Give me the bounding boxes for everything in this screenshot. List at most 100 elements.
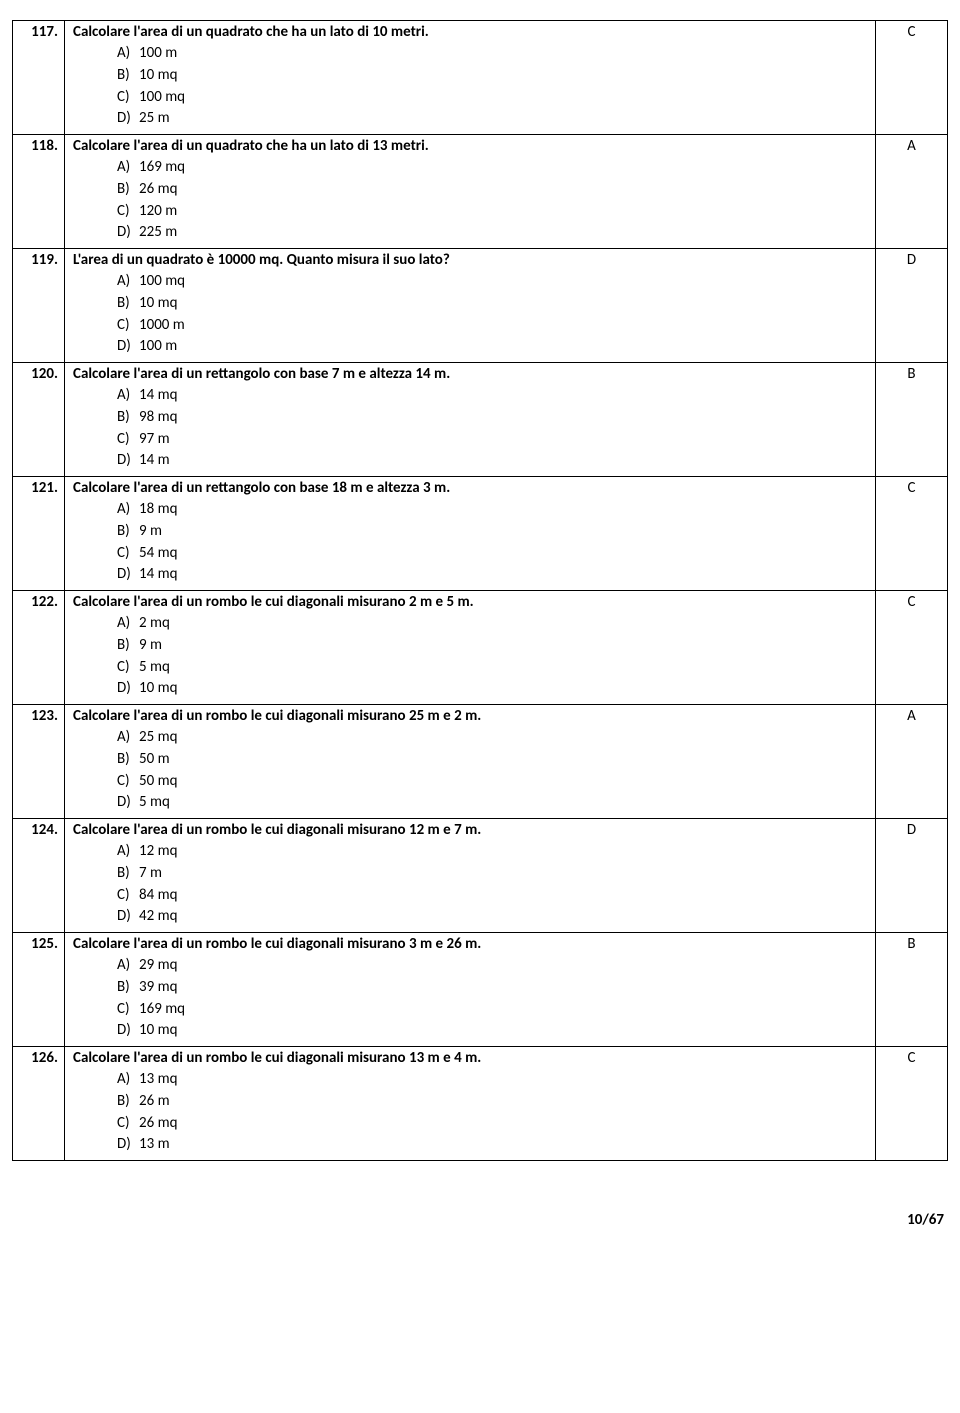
option-label: D) bbox=[117, 906, 139, 928]
option-label: A) bbox=[117, 43, 139, 65]
option-text: 120 m bbox=[139, 202, 177, 220]
option-text: 14 m bbox=[139, 451, 170, 469]
option-item: A)13 mq bbox=[117, 1069, 869, 1091]
options-list: A)13 mqB)26 mC)26 mq D)13 m bbox=[71, 1069, 869, 1156]
option-label: D) bbox=[117, 564, 139, 586]
option-label: C) bbox=[117, 657, 139, 679]
option-item: D)10 mq bbox=[117, 1020, 869, 1042]
option-text: 5 mq bbox=[139, 793, 170, 811]
option-label: D) bbox=[117, 1134, 139, 1156]
option-item: C)120 m bbox=[117, 201, 869, 223]
option-item: D)13 m bbox=[117, 1134, 869, 1156]
question-text: Calcolare l'area di un quadrato che ha u… bbox=[71, 23, 869, 41]
question-row: 120.Calcolare l'area di un rettangolo co… bbox=[13, 363, 948, 477]
option-text: 39 mq bbox=[139, 978, 177, 996]
option-label: B) bbox=[117, 749, 139, 771]
question-body: Calcolare l'area di un rettangolo con ba… bbox=[65, 363, 876, 477]
option-item: B)10 mq bbox=[117, 293, 869, 315]
option-text: 100 m bbox=[139, 44, 177, 62]
option-label: B) bbox=[117, 179, 139, 201]
option-label: B) bbox=[117, 521, 139, 543]
question-number: 121. bbox=[13, 477, 65, 591]
question-body: Calcolare l'area di un rettangolo con ba… bbox=[65, 477, 876, 591]
option-label: A) bbox=[117, 1069, 139, 1091]
options-list: A)18 mqB)9 mC)54 mqD)14 mq bbox=[71, 499, 869, 586]
option-text: 100 mq bbox=[139, 88, 185, 106]
option-text: 97 m bbox=[139, 430, 170, 448]
option-item: B)39 mq bbox=[117, 977, 869, 999]
question-number: 126. bbox=[13, 1047, 65, 1161]
option-item: A)2 mq bbox=[117, 613, 869, 635]
answer-cell: B bbox=[876, 933, 948, 1047]
option-text: 1000 m bbox=[139, 316, 185, 334]
question-row: 125.Calcolare l'area di un rombo le cui … bbox=[13, 933, 948, 1047]
option-text: 10 mq bbox=[139, 679, 177, 697]
option-text: 225 m bbox=[139, 223, 177, 241]
option-label: D) bbox=[117, 678, 139, 700]
option-label: D) bbox=[117, 1020, 139, 1042]
option-text: 50 m bbox=[139, 750, 170, 768]
option-item: B)9 m bbox=[117, 521, 869, 543]
question-body: Calcolare l'area di un rombo le cui diag… bbox=[65, 591, 876, 705]
option-item: D)42 mq bbox=[117, 906, 869, 928]
options-list: A)100 mq B)10 mqC)1000 mD)100 m bbox=[71, 271, 869, 358]
option-text: 5 mq bbox=[139, 658, 170, 676]
option-item: B)26 m bbox=[117, 1091, 869, 1113]
question-text: Calcolare l'area di un rombo le cui diag… bbox=[71, 821, 869, 839]
option-text: 25 m bbox=[139, 109, 170, 127]
question-number: 124. bbox=[13, 819, 65, 933]
question-row: 121. Calcolare l'area di un rettangolo co… bbox=[13, 477, 948, 591]
option-label: B) bbox=[117, 977, 139, 999]
option-item: C)1000 m bbox=[117, 315, 869, 337]
option-label: A) bbox=[117, 955, 139, 977]
option-label: D) bbox=[117, 336, 139, 358]
option-item: A)14 mq bbox=[117, 385, 869, 407]
option-label: D) bbox=[117, 222, 139, 244]
option-item: C)50 mq bbox=[117, 771, 869, 793]
question-body: Calcolare l'area di un quadrato che ha u… bbox=[65, 21, 876, 135]
option-label: B) bbox=[117, 1091, 139, 1113]
question-row: 123.Calcolare l'area di un rombo le cui … bbox=[13, 705, 948, 819]
option-item: A)100 m bbox=[117, 43, 869, 65]
option-text: 100 mq bbox=[139, 272, 185, 290]
option-label: D) bbox=[117, 450, 139, 472]
question-row: 126. Calcolare l'area di un rombo le cui … bbox=[13, 1047, 948, 1161]
options-list: A)25 mqB)50 mC)50 mqD)5 mq bbox=[71, 727, 869, 814]
question-number: 117. bbox=[13, 21, 65, 135]
option-label: C) bbox=[117, 999, 139, 1021]
option-label: A) bbox=[117, 613, 139, 635]
option-text: 98 mq bbox=[139, 408, 177, 426]
option-label: B) bbox=[117, 635, 139, 657]
options-list: A)14 mqB)98 mqC)97 mD)14 m bbox=[71, 385, 869, 472]
question-body: Calcolare l'area di un rombo le cui diag… bbox=[65, 705, 876, 819]
question-text: Calcolare l'area di un rettangolo con ba… bbox=[71, 365, 869, 383]
question-text: Calcolare l'area di un rombo le cui diag… bbox=[71, 1049, 869, 1067]
option-text: 169 mq bbox=[139, 158, 185, 176]
option-text: 25 mq bbox=[139, 728, 177, 746]
option-text: 26 m bbox=[139, 1092, 170, 1110]
question-number: 122. bbox=[13, 591, 65, 705]
option-item: B)10 mq bbox=[117, 65, 869, 87]
option-item: C)5 mq bbox=[117, 657, 869, 679]
question-row: 122.Calcolare l'area di un rombo le cui … bbox=[13, 591, 948, 705]
option-text: 169 mq bbox=[139, 1000, 185, 1018]
answer-cell: C bbox=[876, 477, 948, 591]
option-text: 54 mq bbox=[139, 544, 177, 562]
options-list: A)169 mqB)26 mqC)120 mD)225 m bbox=[71, 157, 869, 244]
option-text: 14 mq bbox=[139, 565, 177, 583]
question-body: L'area di un quadrato è 10000 mq. Quanto… bbox=[65, 249, 876, 363]
question-text: Calcolare l'area di un rombo le cui diag… bbox=[71, 707, 869, 725]
questions-table: 117. Calcolare l'area di un quadrato che … bbox=[12, 20, 948, 1161]
page-number: 10/67 bbox=[12, 1211, 948, 1229]
option-label: B) bbox=[117, 407, 139, 429]
question-number: 125. bbox=[13, 933, 65, 1047]
option-label: A) bbox=[117, 271, 139, 293]
option-label: C) bbox=[117, 1113, 139, 1135]
option-text: 2 mq bbox=[139, 614, 170, 632]
option-label: B) bbox=[117, 65, 139, 87]
option-text: 100 m bbox=[139, 337, 177, 355]
option-text: 26 mq bbox=[139, 1114, 177, 1132]
option-text: 10 mq bbox=[139, 294, 177, 312]
question-text: Calcolare l'area di un rettangolo con ba… bbox=[71, 479, 869, 497]
answer-cell: D bbox=[876, 249, 948, 363]
